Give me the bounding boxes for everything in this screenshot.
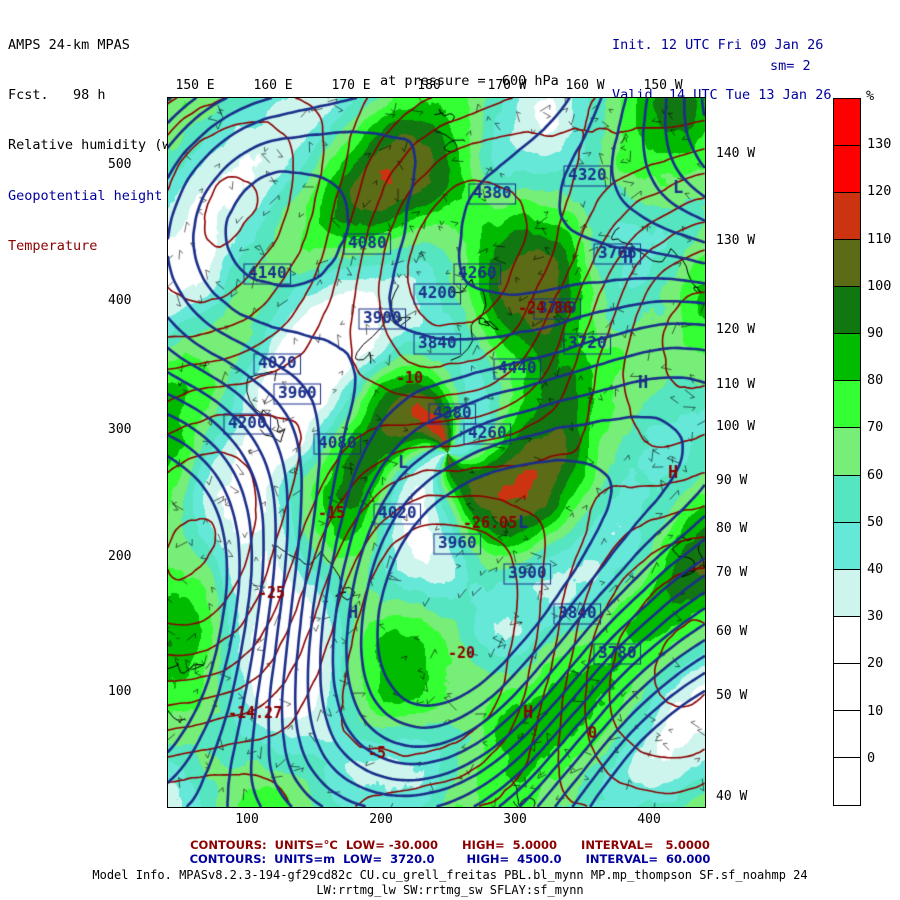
colorbar-tick-label: 90 (867, 325, 884, 341)
top-axis-tick: 150 W (643, 78, 683, 93)
colorbar-segment (834, 381, 860, 429)
left-axis-tick: 300 (108, 422, 132, 437)
right-axis-tick: 60 W (716, 624, 748, 639)
bottom-axis-tick: 300 (503, 812, 527, 827)
colorbar-tick-label: 60 (867, 466, 884, 483)
right-axis-tick: 100 W (716, 419, 756, 434)
colorbar-segment (834, 193, 860, 241)
top-axis-tick: 150 E (175, 78, 215, 93)
right-axis-tick: 110 W (716, 377, 756, 392)
bottom-axis-tick: 400 (637, 812, 661, 827)
top-axis-tick: 170 E (331, 78, 371, 93)
left-axis-tick: 200 (108, 549, 132, 564)
colorbar-segment (834, 240, 860, 288)
colorbar-segment (834, 475, 860, 523)
colorbar-tick-label: 50 (867, 513, 884, 530)
model-title: AMPS 24-km MPAS (8, 37, 130, 53)
pressure-level-rh: at pressure = 600 hPa (380, 73, 559, 89)
left-axis-tick: 400 (108, 293, 132, 308)
left-axis-tick: 500 (108, 157, 132, 172)
right-axis-tick: 130 W (716, 233, 756, 248)
right-axis-labels: 140 W 130 W 120 W 110 W 100 W 90 W 80 W 70 W 60 … (706, 97, 826, 808)
colorbar-segment (834, 663, 860, 711)
colorbar-tick-label: 120 (867, 183, 892, 200)
colorbar-tick-label: 130 (867, 136, 892, 153)
colorbar-segment (834, 522, 860, 570)
colorbar-unit-label: % (866, 88, 875, 104)
colorbar-tick-label: 110 (867, 230, 892, 247)
right-axis-tick: 90 W (716, 473, 748, 488)
colorbar-segment (834, 334, 860, 382)
forecast-hour: Fcst. 98 h (8, 87, 106, 104)
top-axis-labels: 150 E 160 E 170 E 180 170 W 160 W 150 W (0, 78, 900, 94)
top-axis-tick: 160 E (253, 78, 293, 93)
bottom-axis-tick: 100 (235, 812, 259, 827)
colorbar-segment (834, 428, 860, 476)
init-time: Init. 12 UTC Fri 09 Jan 26 (612, 37, 824, 53)
map-plot-area[interactable] (167, 97, 706, 808)
contours-temperature-info: CONTOURS: UNITS=°C LOW= -30.000 HIGH= 5.… (190, 838, 710, 852)
model-info-line2: LW:rrtmg_lw SW:rrtmg_sw SFLAY:sf_mynn (316, 883, 584, 897)
right-axis-tick: 70 W (716, 565, 748, 580)
colorbar-tick-label: 20 (867, 655, 884, 672)
colorbar-tick-label: 70 (867, 419, 884, 436)
right-axis-tick: 50 W (716, 688, 748, 703)
field-geopotential-height: Geopotential height (8, 187, 163, 204)
field-temperature: Temperature (8, 237, 98, 254)
colorbar-tick-label: 10 (867, 702, 884, 719)
model-info-line1: Model Info. MPASv8.2.3-194-gf29cd82c CU.… (92, 868, 808, 882)
contours-height-info: CONTOURS: UNITS=m LOW= 3720.0 HIGH= 4500… (189, 852, 711, 866)
top-axis-tick: 180 (417, 78, 441, 93)
colorbar-segment (834, 99, 860, 147)
smoothing-label: sm= 2 (770, 58, 811, 74)
colorbar-tick-label: 0 (867, 749, 876, 766)
colorbar-segment (834, 569, 860, 617)
colorbar (833, 98, 861, 806)
right-axis-tick: 140 W (716, 146, 756, 161)
top-axis-tick: 160 W (565, 78, 605, 93)
bottom-axis-tick: 200 (369, 812, 393, 827)
colorbar-segment (834, 287, 860, 335)
right-axis-tick: 40 W (716, 789, 748, 804)
colorbar-segment (834, 757, 860, 805)
left-axis-labels: 500 400 300 200 100 (0, 97, 167, 808)
colorbar-tick-label: 80 (867, 372, 884, 389)
bottom-axis-labels: 100 200 300 400 (0, 812, 900, 828)
colorbar-tick-labels: 130 120 110 100 90 80 70 60 50 40 30 20 10 0 (865, 98, 900, 808)
top-axis-tick: 170 W (487, 78, 527, 93)
colorbar-segment (834, 616, 860, 664)
right-axis-tick: 80 W (716, 521, 748, 536)
colorbar-tick-label: 100 (867, 277, 892, 294)
relative-humidity-map-canvas[interactable] (168, 98, 705, 807)
colorbar-segment (834, 710, 860, 758)
right-axis-tick: 120 W (716, 322, 756, 337)
colorbar-tick-label: 30 (867, 608, 884, 625)
colorbar-segment (834, 146, 860, 194)
left-axis-tick: 100 (108, 684, 132, 699)
colorbar-tick-label: 40 (867, 561, 884, 577)
